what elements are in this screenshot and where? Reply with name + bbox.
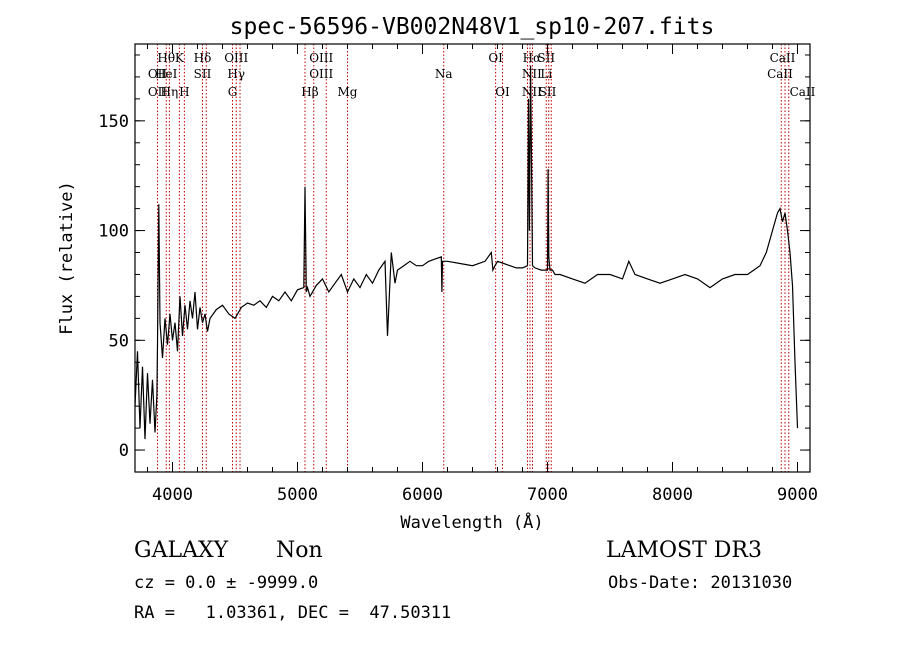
x-tick-label-0: 4000 <box>152 485 193 505</box>
line-label-18: OI <box>495 85 510 99</box>
line-label-12: OIII <box>309 51 333 65</box>
line-label-1: OII <box>148 85 168 99</box>
x-tick-label-1: 5000 <box>277 485 318 505</box>
x-tick-label-4: 8000 <box>652 485 693 505</box>
x-tick-label-5: 9000 <box>777 485 818 505</box>
line-label-7: Hδ <box>194 51 212 65</box>
ra-dec: RA = 1.03361, DEC = 47.50311 <box>134 603 452 623</box>
spectrum-series-line <box>134 65 799 440</box>
line-label-0: OII <box>148 67 168 81</box>
line-label-15: Mg <box>338 85 358 99</box>
y-axis-label: Flux (relative) <box>57 181 77 335</box>
y-tick-label-0: 0 <box>119 441 129 461</box>
line-label-22: Li <box>540 67 552 81</box>
line-label-13: OIII <box>309 67 333 81</box>
line-label-17: OI <box>488 51 503 65</box>
x-tick-label-2: 6000 <box>402 485 443 505</box>
y-axis-ticks: 0 50 100 150 <box>98 54 810 473</box>
line-label-11: G <box>228 85 238 99</box>
line-label-4: Hη <box>161 85 179 99</box>
line-label-27: CaII <box>790 85 816 99</box>
chart-title: spec-56596-VB002N48V1_sp10-207.fits <box>230 14 715 40</box>
line-label-20: SII <box>537 51 555 65</box>
object-class: GALAXY <box>134 538 229 563</box>
survey-name: LAMOST DR3 <box>606 538 762 563</box>
line-label-6: H <box>179 85 189 99</box>
line-label-3: HeI <box>155 67 178 81</box>
line-label-5: K <box>175 51 185 65</box>
line-label-2: Hθ <box>157 51 175 65</box>
line-label-9: OIII <box>224 51 248 65</box>
line-label-24: SII <box>539 85 557 99</box>
x-axis-ticks: 4000 5000 6000 7000 8000 9000 <box>147 44 818 505</box>
obs-date: Obs-Date: 20131030 <box>608 573 793 593</box>
emission-line-markers <box>157 44 790 472</box>
x-axis-label: Wavelength (Å) <box>400 511 543 533</box>
line-label-10: Hγ <box>227 67 245 81</box>
line-label-8: SII <box>194 67 212 81</box>
y-tick-label-3: 150 <box>98 112 129 132</box>
line-label-23: NII <box>522 85 542 99</box>
emission-line-labels: OII OII Hθ HeI Hη K H Hδ SII OIII Hγ G OIII OIII Hβ Mg N… <box>148 51 816 99</box>
line-label-21: NII <box>522 67 542 81</box>
line-label-19: Hα <box>523 51 542 65</box>
line-label-26: CaII <box>767 67 793 81</box>
redshift-cz: cz = 0.0 ± -9999.0 <box>134 573 319 593</box>
line-label-16: Na <box>435 67 453 81</box>
line-label-25: CaII <box>770 51 796 65</box>
line-label-14: Hβ <box>301 85 318 99</box>
y-tick-label-1: 50 <box>109 331 129 351</box>
x-tick-label-3: 7000 <box>527 485 568 505</box>
object-subclass: Non <box>276 538 323 563</box>
y-tick-label-2: 100 <box>98 222 129 242</box>
